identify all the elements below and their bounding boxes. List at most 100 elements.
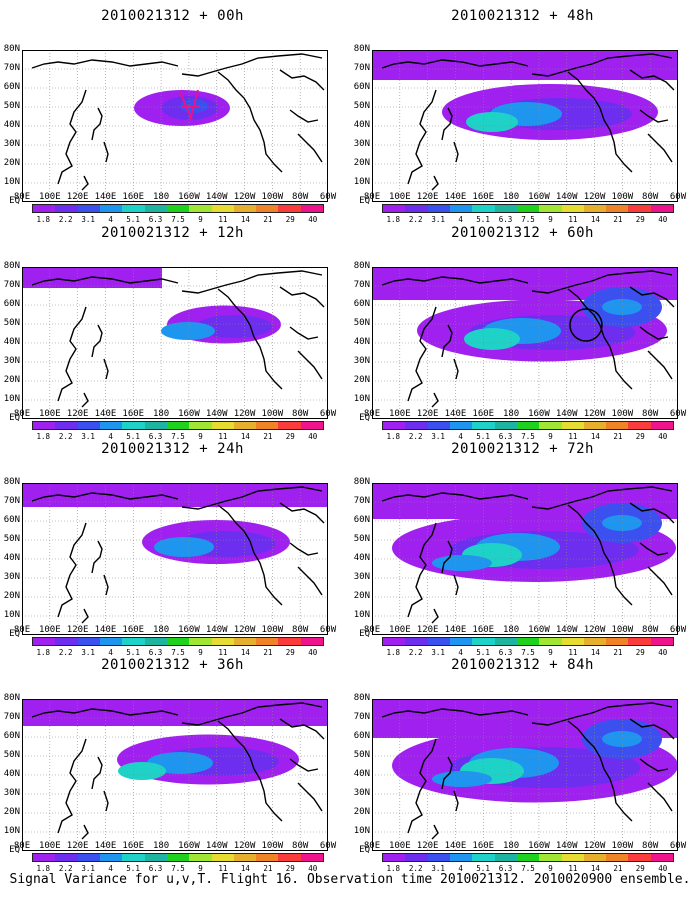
colorbar-label: 21 (613, 864, 623, 873)
coastline (181, 53, 323, 77)
coastline (91, 540, 103, 574)
lon-tick-label: 60W (669, 409, 687, 419)
lon-tick-label: 160W (528, 409, 550, 419)
coastline (567, 504, 633, 606)
variance-contour (466, 112, 518, 132)
colorbar-swatch (55, 422, 78, 429)
coastline (57, 522, 87, 618)
lon-tick-label: 100W (261, 409, 284, 419)
colorbar-label: 14 (240, 648, 250, 657)
lat-tick-label: 10N (353, 610, 370, 620)
colorbar-label: 4 (458, 864, 463, 873)
lon-tick-label: 160W (178, 409, 200, 419)
lon-tick-label: 180 (152, 841, 170, 851)
variance-contour (602, 299, 642, 315)
coastline (103, 358, 109, 380)
colorbar-label: 5.1 (126, 864, 140, 873)
colorbar-label: 29 (635, 648, 645, 657)
coastline (647, 782, 673, 812)
colorbar-swatch (166, 422, 190, 429)
lon-tick-label: 140W (205, 409, 228, 419)
colorbar-swatch (99, 638, 123, 645)
colorbar-swatch (122, 638, 145, 645)
colorbar-swatch (539, 854, 562, 861)
coastline (31, 708, 179, 718)
colorbar-swatch (233, 205, 257, 212)
colorbar-swatch (300, 205, 324, 212)
colorbar-label: 14 (590, 648, 600, 657)
coastline (91, 756, 103, 790)
lon-tick-label: 80E (363, 409, 381, 419)
map-frame (22, 699, 328, 851)
colorbar-swatch (300, 638, 324, 645)
lon-tick-label: 160E (472, 841, 495, 851)
coastline (297, 350, 323, 380)
colorbar-label: 40 (658, 215, 668, 224)
lat-tick-label: 60N (353, 299, 370, 309)
lat-tick-label: 40N (353, 769, 370, 779)
colorbar-swatch (278, 205, 301, 212)
lat-tick-label: 10N (3, 394, 20, 404)
colorbar-label: 9 (198, 648, 203, 657)
lat-tick-label: EQ (359, 413, 370, 423)
colorbar-label: 14 (590, 864, 600, 873)
lon-tick-label: 100W (261, 192, 284, 202)
colorbar-swatch (606, 422, 629, 429)
colorbar-swatch (383, 854, 406, 861)
coastline (441, 756, 453, 790)
coastline (217, 71, 283, 173)
lat-tick-label: 70N (353, 496, 370, 506)
colorbar-swatch (300, 422, 324, 429)
lon-tick-label: 120E (66, 625, 89, 635)
colorbar-label: 9 (548, 215, 553, 224)
colorbar-label: 11 (568, 432, 578, 441)
lon-tick-label: 100W (611, 409, 634, 419)
colorbar-swatch (77, 854, 100, 861)
lat-tick-label: 20N (3, 375, 20, 385)
lon-tick-label: 80E (363, 192, 381, 202)
variance-contour (154, 537, 214, 557)
colorbar-label: 4 (458, 648, 463, 657)
lon-tick-label: 180 (502, 409, 520, 419)
colorbar-swatch (561, 422, 584, 429)
coastline (639, 542, 669, 556)
colorbar-label: 2.2 (58, 648, 73, 657)
colorbar-label: 3.1 (81, 215, 95, 224)
colorbar-swatch (189, 422, 212, 429)
lon-tick-label: 180 (152, 192, 170, 202)
lat-tick-label: EQ (359, 629, 370, 639)
colorbar-swatch (472, 422, 495, 429)
coastline (647, 350, 673, 380)
lon-tick-label: 100W (261, 841, 284, 851)
lat-tick-label: 60N (3, 82, 20, 92)
lat-tick-label: 30N (353, 356, 370, 366)
colorbar-label: 29 (635, 215, 645, 224)
coastline (453, 358, 459, 380)
lon-tick-label: 60W (319, 192, 337, 202)
map-canvas (22, 699, 328, 851)
lon-tick-label: 100W (611, 192, 634, 202)
map-area (372, 50, 678, 202)
coastline (279, 69, 325, 91)
lon-tick-label: 120E (416, 841, 439, 851)
lon-tick-label: 160W (178, 625, 200, 635)
lon-tick-label: 100E (38, 192, 61, 202)
lon-tick-label: 140W (555, 192, 578, 202)
lon-tick-label: 140E (444, 625, 467, 635)
lon-tick-label: 60W (669, 625, 687, 635)
colorbar-swatch (628, 422, 651, 429)
colorbar-swatch (472, 854, 495, 861)
lon-tick-label: 120E (66, 192, 89, 202)
coastline (103, 574, 109, 596)
colorbar-label: 1.8 (386, 432, 400, 441)
colorbar-swatch (33, 638, 56, 645)
map-panel: 2010021312 + 12h 80N 70N 60N 50N 40N 30N 20N 10N… (0, 225, 345, 441)
lon-tick-label: 180 (152, 409, 170, 419)
lon-tick-label: 60W (319, 409, 337, 419)
lon-tick-label: 160W (528, 625, 550, 635)
map-area (372, 267, 678, 419)
coastline (81, 392, 89, 408)
colorbar-label: 14 (590, 432, 600, 441)
lon-tick-label: 120E (416, 409, 439, 419)
coastline (453, 790, 459, 812)
